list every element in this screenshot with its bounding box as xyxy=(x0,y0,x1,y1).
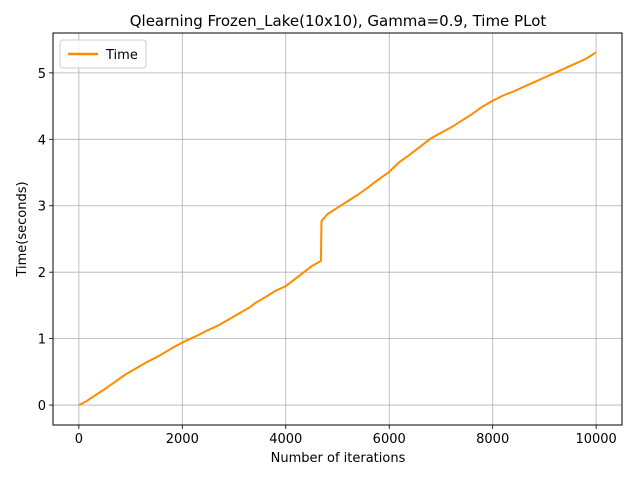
x-tick-label: 2000 xyxy=(166,432,199,447)
x-axis: 0 2000 4000 6000 8000 10000 xyxy=(75,425,617,447)
series-layer xyxy=(78,51,597,406)
x-tick-label: 6000 xyxy=(373,432,406,447)
y-tick-label: 2 xyxy=(38,266,46,281)
legend-label: Time xyxy=(105,48,138,63)
y-axis-label: Time(seconds) xyxy=(15,181,30,277)
y-tick-label: 3 xyxy=(38,200,46,215)
series-line-time xyxy=(78,51,597,406)
chart-title: Qlearning Frozen_Lake(10x10), Gamma=0.9,… xyxy=(130,12,547,31)
x-tick-label: 0 xyxy=(75,432,83,447)
y-tick-label: 1 xyxy=(38,333,46,348)
x-tick-label: 10000 xyxy=(575,432,616,447)
legend-box xyxy=(59,39,147,69)
plot-frame xyxy=(52,32,623,426)
x-tick-label: 4000 xyxy=(269,432,302,447)
grid xyxy=(53,33,622,425)
y-axis: 0 1 2 3 4 5 xyxy=(38,67,53,414)
y-tick-label: 5 xyxy=(38,67,46,82)
y-tick-label: 4 xyxy=(38,133,46,148)
x-tick-label: 8000 xyxy=(476,432,509,447)
legend: Time xyxy=(59,39,147,69)
x-axis-label: Number of iterations xyxy=(271,451,406,466)
y-tick-label: 0 xyxy=(38,399,46,414)
